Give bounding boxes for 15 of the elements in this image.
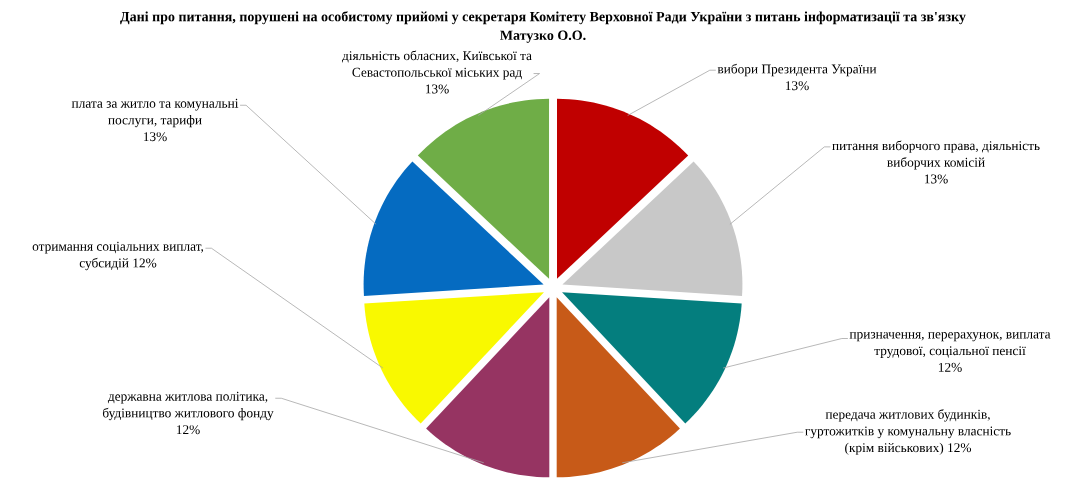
data-label: 12% xyxy=(938,362,962,372)
data-label: 13% xyxy=(425,84,449,94)
slice-label: питання виборчого права, діяльність виборчих комісій xyxy=(832,140,1040,170)
slice-label: плата за житло та комунальні послуги, тарифи xyxy=(71,98,239,128)
slice-label: діяльність обласних, Київської та Севастопольської міських рад xyxy=(342,50,532,80)
data-label: 12% xyxy=(176,425,200,435)
data-label: 13% xyxy=(143,132,167,142)
slice-label: призначення, перерахунок, виплата трудової, соціальної пенсії xyxy=(849,332,1051,358)
data-label: 12% xyxy=(133,258,157,268)
data-label: 12% xyxy=(948,443,972,453)
slice-label: вибори Президента України xyxy=(717,63,877,77)
chart-title: Дані про питання, порушені на особистому прийомі у секретаря Комітету Верховної Ради України з питань інформатизації та зв'язку Матузко О.О. xyxy=(120,11,966,43)
data-label: 13% xyxy=(924,174,948,184)
data-label: 13% xyxy=(785,81,809,91)
slice-label: державна житлова політика, будівництво житлового фонду xyxy=(102,391,274,421)
